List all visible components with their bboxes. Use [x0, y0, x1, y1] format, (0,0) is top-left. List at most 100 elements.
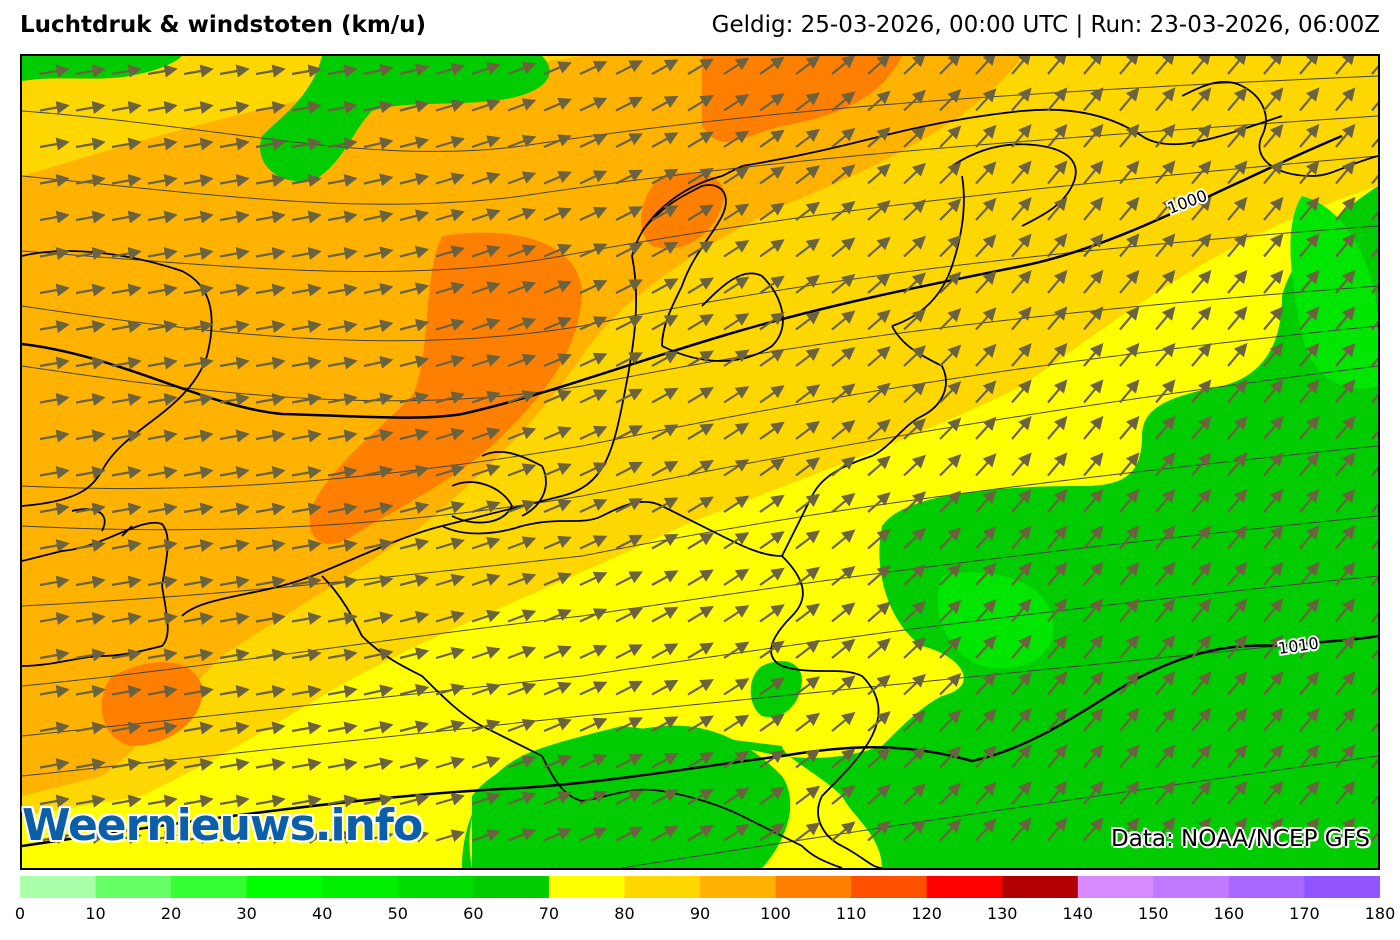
wind-arrow — [1335, 123, 1356, 148]
wind-arrow — [831, 456, 856, 477]
wind-arrow — [939, 563, 962, 586]
wind-arrow — [39, 356, 70, 370]
wind-arrow — [39, 466, 70, 480]
legend-tick-label: 80 — [614, 904, 635, 923]
wind-arrow — [327, 246, 358, 260]
wind-arrow — [903, 381, 926, 404]
wind-arrow — [687, 642, 714, 659]
wind-arrow — [75, 794, 106, 808]
wind-arrow — [867, 528, 891, 550]
wind-arrow — [939, 271, 962, 294]
wind-arrow — [1299, 56, 1320, 75]
wind-arrow — [759, 458, 785, 477]
wind-arrow — [507, 755, 537, 769]
wind-arrow — [795, 676, 821, 696]
wind-arrow — [1083, 525, 1104, 550]
wind-arrow — [903, 126, 926, 148]
wind-arrow — [1263, 160, 1284, 185]
wind-arrow — [1335, 56, 1356, 75]
wind-arrow — [939, 782, 962, 805]
wind-arrow — [255, 429, 286, 443]
wind-arrow — [1155, 87, 1176, 112]
wind-arrow — [939, 162, 962, 185]
wind-arrow — [975, 56, 997, 75]
wind-arrow — [399, 391, 430, 405]
wind-arrow — [75, 137, 106, 151]
wind-arrow — [1011, 270, 1032, 294]
wind-arrow — [75, 174, 106, 188]
wind-arrow — [75, 721, 106, 735]
wind-arrow — [615, 169, 643, 185]
wind-arrow — [687, 715, 714, 732]
wind-arrow — [831, 237, 856, 258]
wind-arrow — [291, 502, 322, 516]
wind-arrow — [1227, 415, 1248, 440]
wind-arrow — [1011, 817, 1032, 842]
wind-arrow — [723, 422, 750, 440]
wind-arrow — [687, 459, 714, 477]
wind-arrow — [39, 320, 70, 334]
wind-arrow — [1155, 269, 1176, 294]
wind-arrow — [1083, 269, 1104, 294]
wind-arrow — [1155, 525, 1176, 550]
wind-arrow — [327, 173, 358, 187]
wind-arrow — [651, 168, 679, 185]
wind-arrow — [399, 99, 430, 113]
wind-arrow — [795, 311, 821, 331]
wind-arrow — [435, 318, 465, 331]
wind-arrow — [39, 137, 70, 151]
wind-arrow — [903, 235, 926, 258]
wind-arrow — [327, 575, 358, 589]
wind-arrow — [1083, 561, 1104, 586]
wind-arrow — [1191, 634, 1212, 659]
wind-arrow — [723, 386, 750, 404]
wind-arrow — [1119, 634, 1140, 659]
wind-arrow — [1227, 379, 1248, 404]
wind-arrow — [1335, 634, 1356, 659]
wind-arrow — [363, 392, 394, 406]
wind-arrow — [903, 600, 926, 623]
wind-arrow — [471, 354, 501, 368]
wind-arrow — [363, 428, 394, 442]
wind-arrow — [687, 277, 714, 294]
wind-arrow — [1335, 379, 1356, 404]
wind-arrow — [111, 137, 142, 151]
wind-arrow — [1047, 598, 1068, 623]
wind-arrow — [687, 824, 714, 842]
wind-arrow — [147, 356, 178, 370]
wind-arrow — [1119, 160, 1140, 185]
wind-arrow — [147, 794, 178, 808]
legend-swatch — [1077, 876, 1154, 898]
wind-arrow — [651, 424, 679, 440]
wind-arrow — [147, 247, 178, 261]
legend-tick-label: 60 — [463, 904, 484, 923]
wind-arrow — [147, 137, 178, 151]
wind-arrow — [39, 831, 70, 845]
wind-arrow — [1191, 379, 1212, 404]
wind-arrow — [291, 575, 322, 589]
wind-arrow — [219, 502, 250, 516]
wind-arrow — [471, 208, 501, 222]
wind-arrow — [111, 283, 142, 297]
wind-arrow — [435, 172, 465, 185]
wind-arrow — [543, 353, 572, 368]
wind-arrow — [975, 307, 997, 331]
legend-swatch — [926, 876, 1003, 898]
wind-arrow — [1299, 598, 1320, 623]
wind-arrow — [255, 247, 286, 261]
wind-arrow — [975, 672, 997, 696]
wind-arrow — [615, 534, 643, 550]
wind-arrow — [471, 390, 501, 404]
wind-arrow — [39, 758, 70, 772]
wind-arrow — [759, 640, 785, 659]
wind-arrow — [1227, 707, 1248, 732]
wind-arrow — [1371, 707, 1378, 732]
wind-arrow — [327, 648, 358, 662]
wind-arrow — [183, 356, 214, 370]
wind-arrow — [1371, 744, 1378, 769]
wind-arrow — [759, 494, 785, 513]
wind-arrow — [759, 239, 785, 258]
wind-arrow — [723, 751, 750, 769]
wind-arrow — [723, 532, 750, 550]
wind-arrow — [1083, 707, 1104, 732]
